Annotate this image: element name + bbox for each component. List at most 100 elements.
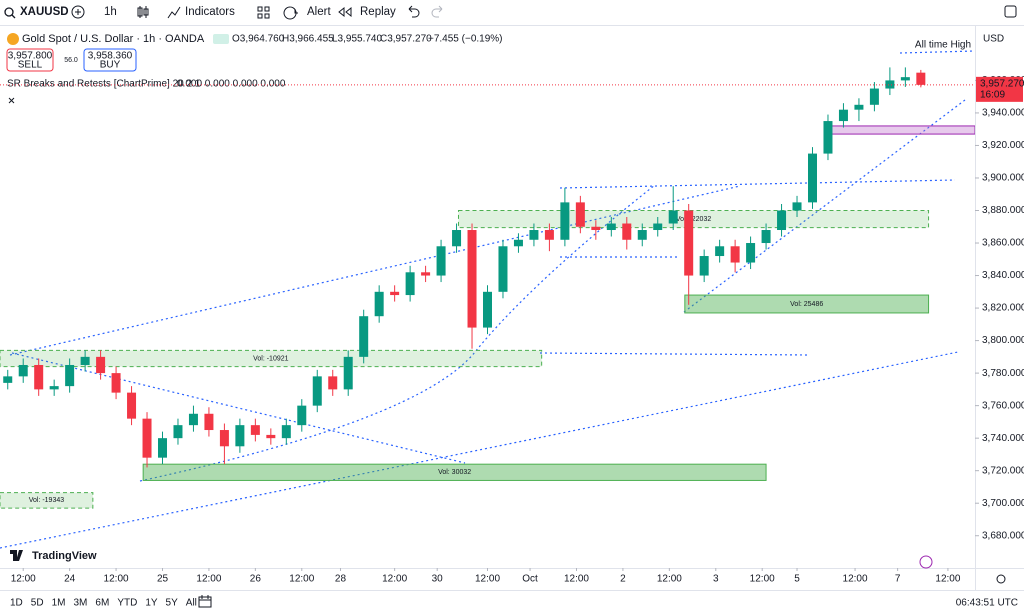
buy-button[interactable] <box>83 48 137 72</box>
range-button[interactable]: 3M <box>74 598 88 609</box>
y-tick-label: 3,680.000 <box>982 530 1024 541</box>
candle-body <box>3 376 13 383</box>
candle-body <box>606 223 616 231</box>
indicators-button[interactable]: Indicators <box>185 6 235 18</box>
trend-curve <box>139 184 656 482</box>
zone-label: Vol: -10921 <box>253 355 289 362</box>
candle-body <box>266 434 276 439</box>
x-tick-label: 26 <box>250 574 262 585</box>
candle-body <box>65 364 75 387</box>
trend-line <box>11 352 466 464</box>
add-symbol[interactable] <box>71 5 85 19</box>
candle-body <box>513 239 523 247</box>
candle-body <box>328 376 338 390</box>
trend-lines <box>0 50 976 549</box>
candle-body <box>730 246 740 263</box>
interval[interactable]: 1h <box>104 6 117 18</box>
zone-label: Vol: -19343 <box>29 497 65 504</box>
candle-body <box>869 88 879 105</box>
candle-body <box>575 202 585 227</box>
instrument: Gold Spot / U.S. Dollar · 1h · OANDA <box>22 33 205 45</box>
y-tick-label: 3,700.000 <box>982 498 1024 509</box>
last-price-box <box>976 76 1023 102</box>
y-tick-label: 3,820.000 <box>982 303 1024 314</box>
legend-low: L3,955.740 <box>332 34 382 45</box>
annotation: All time High <box>915 40 971 51</box>
trend-line <box>683 99 966 313</box>
buy-label: BUY <box>100 60 121 71</box>
sell-label: SELL <box>18 60 43 71</box>
sell-button[interactable] <box>6 48 54 72</box>
redo[interactable] <box>431 5 443 18</box>
candle-body <box>622 223 632 240</box>
range-button[interactable]: 1D <box>10 598 23 609</box>
candle-body <box>684 210 694 276</box>
candle-body <box>235 425 245 447</box>
settings[interactable] <box>996 574 1006 584</box>
y-tick-label: 3,840.000 <box>982 270 1024 281</box>
buy-price: 3,958.360 <box>88 51 133 62</box>
search-icon[interactable] <box>4 7 14 17</box>
x-tick-label: 12:00 <box>935 574 960 585</box>
candle-body <box>343 356 353 390</box>
x-tick-label: 5 <box>794 574 800 585</box>
candle-body <box>838 109 848 122</box>
range-button[interactable]: 1M <box>52 598 66 609</box>
candle-body <box>900 77 910 81</box>
range-button[interactable]: 5Y <box>166 598 179 609</box>
range-button[interactable]: 5D <box>31 598 44 609</box>
sr-zone <box>142 463 767 481</box>
candle-body <box>529 230 539 240</box>
sr-zone <box>0 492 94 509</box>
trend-line <box>559 179 956 189</box>
candle-body <box>250 425 260 435</box>
range-button[interactable]: All <box>186 598 197 609</box>
candle-body <box>467 230 477 328</box>
alert-button[interactable]: Alert <box>307 6 331 18</box>
x-tick-label: 12:00 <box>104 574 129 585</box>
undo[interactable] <box>408 5 420 18</box>
x-tick-label: 7 <box>895 574 901 585</box>
y-tick-label: 3,940.000 <box>982 108 1024 119</box>
candle-body <box>498 246 508 292</box>
x-tick-label: 28 <box>335 574 347 585</box>
candle-body <box>18 364 28 377</box>
add-symbol-plus <box>75 9 81 15</box>
candle-body <box>297 405 307 426</box>
replay-button[interactable]: Replay <box>360 6 396 18</box>
x-tick-label: 2 <box>620 574 626 585</box>
search-icon-handle <box>11 14 16 19</box>
candle-body <box>777 210 787 231</box>
chart-type-icon[interactable] <box>137 6 149 18</box>
candle-body <box>173 425 183 439</box>
x-tick-label: 24 <box>64 574 76 585</box>
candle-body <box>916 72 926 85</box>
collapse-legend[interactable] <box>8 97 15 104</box>
candle-body <box>761 230 771 244</box>
y-tick-label: 3,900.000 <box>982 173 1024 184</box>
date-range-icon[interactable] <box>198 595 212 608</box>
symbol-logo <box>7 33 19 45</box>
fullscreen[interactable] <box>1004 5 1017 18</box>
candle-body <box>885 80 895 89</box>
flash-icon[interactable] <box>919 555 933 569</box>
indicator-name: SR Breaks and Retests [ChartPrime] 20 2 … <box>7 79 201 90</box>
candle-body <box>374 291 384 317</box>
y-tick-label: 3,860.000 <box>982 238 1024 249</box>
x-tick-label: 12:00 <box>196 574 221 585</box>
legend-close: C3,957.270 <box>380 34 432 45</box>
candle-body <box>436 246 446 276</box>
candle-body <box>111 373 121 393</box>
candle-body <box>390 291 400 296</box>
x-tick-label: 12:00 <box>843 574 868 585</box>
range-button[interactable]: YTD <box>117 598 137 609</box>
symbol[interactable]: XAUUSD <box>20 6 69 18</box>
legend-change: −7.455 (−0.19%) <box>428 34 503 45</box>
candle-body <box>405 272 415 296</box>
range-button[interactable]: 1Y <box>145 598 158 609</box>
x-tick-label: 25 <box>157 574 169 585</box>
y-tick-label: 3,760.000 <box>982 400 1024 411</box>
layout-icon[interactable] <box>257 6 270 19</box>
x-tick-label: 12:00 <box>657 574 682 585</box>
range-button[interactable]: 6M <box>95 598 109 609</box>
